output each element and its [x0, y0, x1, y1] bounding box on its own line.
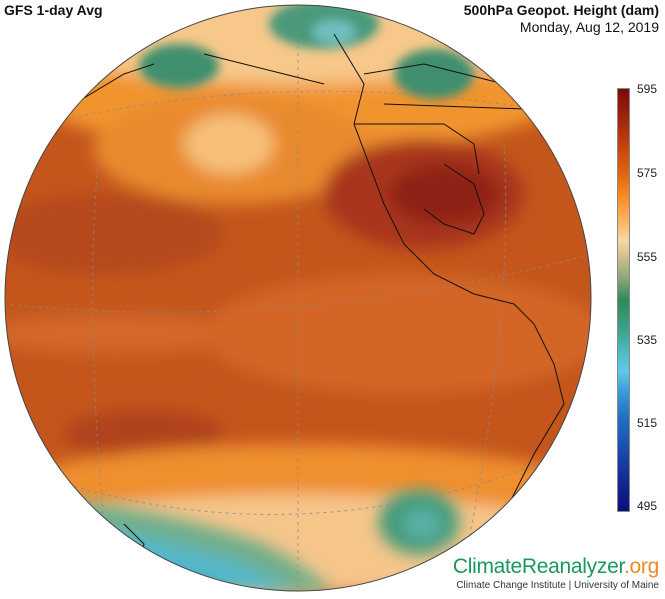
brand-name: ClimateReanalyzer: [452, 555, 624, 578]
colorbar-label-515: 515: [637, 416, 658, 430]
colorbar-label-595: 595: [637, 82, 658, 96]
colorbar-label-535: 535: [637, 333, 658, 347]
variable-title: 500hPa Geopot. Height (dam): [463, 2, 659, 18]
colorbar-label-495: 495: [637, 499, 658, 513]
colorbar-label-575: 575: [637, 166, 658, 180]
branding: ClimateReanalyzer.org Climate Change Ins…: [453, 555, 659, 591]
brand-logo-text[interactable]: ClimateReanalyzer.org: [453, 555, 659, 579]
colorbar-legend: [617, 88, 630, 512]
colorbar-label-555: 555: [637, 250, 658, 264]
globe-svg: [4, 4, 592, 592]
brand-tld: .org: [624, 555, 659, 578]
globe-map: [4, 4, 592, 592]
product-title: GFS 1-day Avg: [4, 2, 103, 18]
date-label: Monday, Aug 12, 2019: [519, 19, 659, 35]
variable-header: 500hPa Geopot. Height (dam) Monday, Aug …: [464, 2, 659, 35]
brand-subtitle: Climate Change Institute | University of…: [456, 580, 659, 591]
